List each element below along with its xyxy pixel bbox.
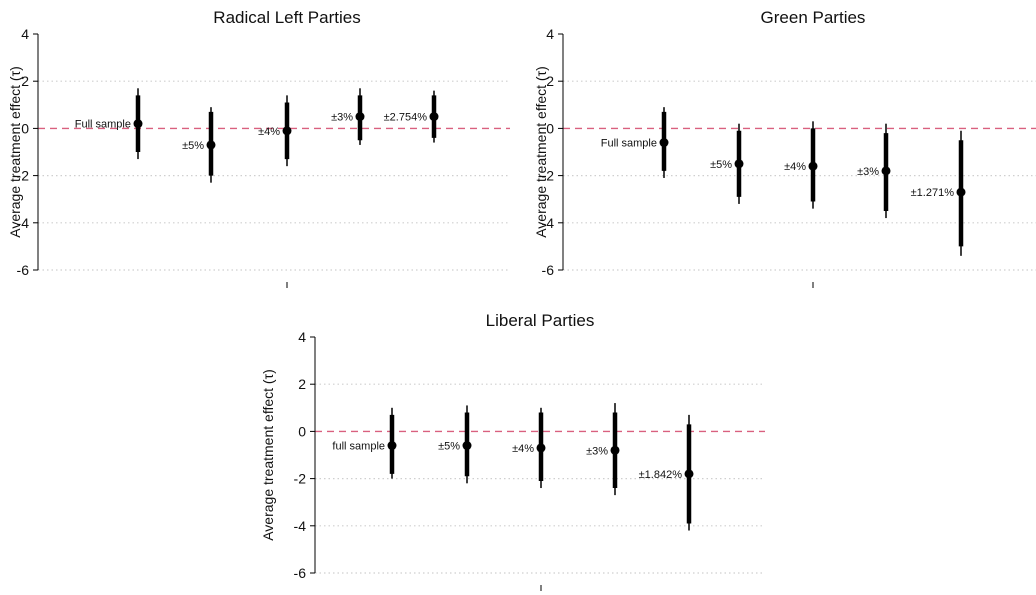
point-label: Full sample	[75, 119, 131, 131]
point-estimate	[429, 112, 439, 122]
point-label: ±4%	[258, 126, 280, 138]
y-tick-label: -4	[17, 215, 30, 231]
y-tick-label: 0	[21, 120, 29, 136]
point-label: ±1.271%	[911, 187, 955, 199]
point-label: ±5%	[710, 159, 732, 171]
y-tick-label: 4	[546, 26, 554, 42]
panel-title: Green Parties	[761, 8, 866, 27]
panel-green: Green Parties Average treatment effect (τ…	[533, 8, 1036, 288]
point-estimate	[282, 126, 292, 136]
y-tick-label: 4	[21, 26, 29, 42]
panel-radical-left: Radical Left Parties Average treatment ef…	[7, 8, 510, 288]
point-estimate	[462, 441, 472, 451]
y-tick-label: 2	[546, 73, 554, 89]
y-tick-label: 4	[298, 329, 306, 345]
y-axis-title: Average treatment effect (τ)	[260, 369, 276, 541]
point-label: ±5%	[438, 441, 460, 453]
y-tick-label: 0	[298, 423, 306, 439]
point-estimate	[133, 119, 143, 129]
panel-title: Radical Left Parties	[213, 8, 360, 27]
point-estimate	[684, 469, 694, 479]
point-estimate	[610, 445, 620, 455]
panel-title: Liberal Parties	[486, 311, 595, 330]
point-label: ±4%	[784, 161, 806, 173]
point-label: full sample	[332, 441, 385, 453]
y-tick-label: 2	[21, 73, 29, 89]
point-estimate	[881, 166, 891, 176]
y-tick-label: -6	[542, 262, 555, 278]
point-label: ±2.754%	[384, 112, 428, 124]
y-axis-title: Average treatment effect (τ)	[533, 66, 549, 238]
y-tick-label: -6	[294, 565, 307, 581]
point-label: Full sample	[601, 138, 657, 150]
y-tick-label: -4	[542, 215, 555, 231]
y-tick-label: -4	[294, 518, 307, 534]
y-tick-label: -2	[17, 168, 30, 184]
y-tick-label: -6	[17, 262, 30, 278]
point-estimate	[956, 187, 966, 197]
point-estimate	[536, 443, 546, 453]
point-estimate	[808, 161, 818, 171]
point-label: ±3%	[586, 445, 608, 457]
y-tick-label: 0	[546, 120, 554, 136]
point-label: ±3%	[331, 112, 353, 124]
y-axis-title: Average treatment effect (τ)	[7, 66, 23, 238]
point-label: ±5%	[182, 140, 204, 152]
point-label: ±3%	[857, 166, 879, 178]
y-tick-label: -2	[542, 168, 555, 184]
point-estimate	[659, 138, 669, 148]
y-tick-label: -2	[294, 471, 307, 487]
point-estimate	[206, 140, 216, 150]
panel-liberal: Liberal Parties Average treatment effect …	[260, 311, 765, 591]
point-label: ±4%	[512, 443, 534, 455]
point-estimate	[355, 112, 365, 122]
point-estimate	[734, 159, 744, 169]
point-label: ±1.842%	[639, 469, 683, 481]
point-estimate	[387, 441, 397, 451]
y-tick-label: 2	[298, 376, 306, 392]
